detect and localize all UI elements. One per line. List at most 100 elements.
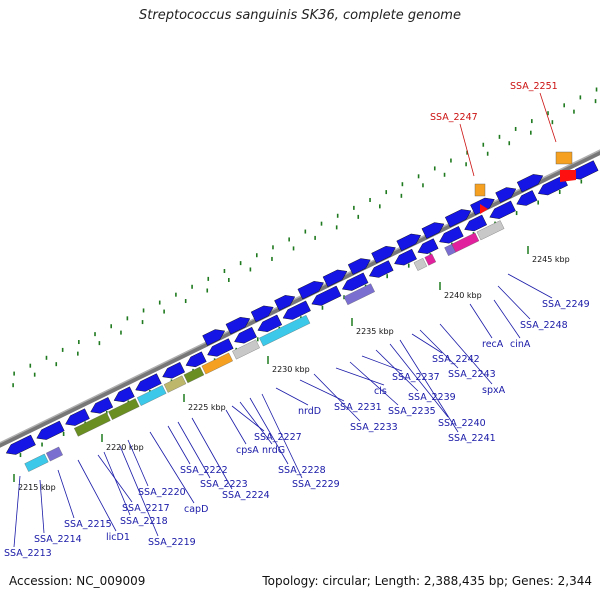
label-leader bbox=[335, 367, 385, 386]
label-leader bbox=[225, 409, 247, 445]
cds-forward-arrow bbox=[396, 233, 421, 252]
gene-label: licD1 bbox=[106, 532, 130, 543]
gc-dot bbox=[304, 229, 307, 234]
gene-label: SSA_2228 bbox=[278, 465, 326, 476]
label-leader bbox=[439, 323, 493, 385]
label-leader bbox=[497, 285, 531, 320]
gc-dot bbox=[486, 151, 489, 156]
gc-dot bbox=[94, 332, 96, 337]
gc-dot bbox=[45, 355, 48, 360]
label-leaders bbox=[13, 92, 557, 548]
topology-text: Topology: circular; Length: 2,388,435 bp… bbox=[262, 574, 592, 588]
gc-dot bbox=[417, 174, 420, 179]
gc-dot bbox=[594, 99, 597, 104]
gene-labels: SSA_2213 SSA_2214 SSA_2215 licD1 SSA_2217 SSA… bbox=[4, 81, 590, 559]
gc-dot bbox=[41, 442, 43, 447]
cds-reverse-arrow bbox=[394, 248, 417, 266]
label-leader bbox=[419, 329, 459, 369]
gc-dot bbox=[580, 179, 583, 184]
label-leader bbox=[261, 393, 303, 479]
gene-label: SSA_2227 bbox=[254, 432, 302, 443]
gc-dot bbox=[498, 134, 501, 139]
gene-label: SSA_2239 bbox=[408, 392, 456, 403]
gray-gene bbox=[476, 220, 505, 241]
orange-marker bbox=[555, 151, 573, 165]
gc-dot bbox=[443, 172, 446, 177]
gc-dot bbox=[126, 316, 129, 321]
gc-dot bbox=[19, 453, 22, 458]
map-title: Streptococcus sanguinis SK36, complete g… bbox=[139, 8, 461, 23]
gene-label: SSA_2214 bbox=[34, 534, 82, 545]
cds-forward-arrow bbox=[444, 209, 472, 228]
label-leader bbox=[167, 425, 191, 465]
gc-dot bbox=[385, 190, 388, 195]
cds-reverse-arrow bbox=[311, 285, 342, 306]
backbone-highlight bbox=[0, 149, 600, 444]
gene-label: SSA_2231 bbox=[334, 402, 382, 413]
label-leader bbox=[493, 299, 521, 339]
gene-label: recA bbox=[482, 339, 504, 350]
orange-gene bbox=[201, 352, 233, 375]
cds-reverse-arrow bbox=[464, 214, 488, 232]
gene-label: SSA_2240 bbox=[438, 418, 486, 429]
gc-dot bbox=[450, 158, 452, 163]
label-leader bbox=[507, 273, 553, 299]
gene-label: SSA_2237 bbox=[392, 372, 440, 383]
cds-reverse-arrow bbox=[282, 300, 311, 320]
gc-dot bbox=[547, 111, 549, 116]
gc-dot bbox=[62, 431, 65, 436]
gc-dot bbox=[465, 162, 467, 167]
gc-dot bbox=[175, 292, 177, 297]
label-leader bbox=[389, 343, 449, 418]
gene-label: SSA_2219 bbox=[148, 537, 196, 548]
gc-dot bbox=[206, 288, 209, 293]
cds-forward-arrow bbox=[421, 222, 445, 239]
gc-dot bbox=[335, 225, 338, 230]
cds-forward-arrow bbox=[274, 295, 296, 311]
label-leader bbox=[77, 459, 117, 532]
gene-label: cls bbox=[374, 386, 387, 397]
gene-features bbox=[5, 151, 599, 472]
lavender-gene bbox=[343, 283, 375, 306]
gc-dot bbox=[422, 183, 424, 188]
olive-gene bbox=[73, 412, 111, 437]
accession-text: Accession: NC_009009 bbox=[9, 574, 146, 588]
cds-reverse-arrow bbox=[342, 272, 369, 291]
kbp-label: 2225 kbp bbox=[188, 403, 226, 412]
gc-dot bbox=[531, 119, 533, 124]
gc-dot bbox=[12, 383, 14, 388]
gc-dot bbox=[184, 299, 187, 304]
label-leader bbox=[275, 387, 309, 406]
label-leader bbox=[349, 361, 399, 406]
kbp-label: 2245 kbp bbox=[532, 255, 570, 264]
gc-dot bbox=[78, 340, 80, 345]
gene-label: SSA_2222 bbox=[180, 465, 228, 476]
label-leader bbox=[149, 431, 195, 504]
gene-label: SSA_2241 bbox=[448, 433, 496, 444]
gray-gene bbox=[413, 258, 428, 271]
gc-dot bbox=[357, 214, 360, 219]
label-leader bbox=[13, 475, 21, 548]
label-leader bbox=[361, 355, 403, 372]
label-leader bbox=[39, 479, 45, 534]
gene-label: SSA_2217 bbox=[122, 503, 170, 514]
cds-forward-arrow bbox=[347, 258, 371, 275]
label-leader bbox=[177, 421, 211, 479]
cds-reverse-arrow bbox=[516, 190, 538, 206]
gene-label: spxA bbox=[482, 385, 506, 396]
cds-reverse-arrow bbox=[36, 420, 65, 440]
gc-dot bbox=[401, 182, 404, 187]
kbp-label: 2235 kbp bbox=[356, 327, 394, 336]
gene-label: capD bbox=[184, 504, 208, 515]
kbp-label: 2240 kbp bbox=[444, 291, 482, 300]
gc-dot bbox=[573, 109, 575, 114]
cds-reverse-arrow bbox=[113, 386, 135, 403]
magenta-gene bbox=[424, 253, 437, 266]
gc-dot bbox=[537, 200, 539, 205]
gc-dot bbox=[110, 324, 112, 329]
gene-label: SSA_2243 bbox=[448, 369, 496, 380]
cds-reverse-arrow bbox=[5, 434, 36, 455]
cds-reverse-arrow bbox=[207, 338, 234, 357]
cds-forward-arrow bbox=[495, 187, 517, 203]
